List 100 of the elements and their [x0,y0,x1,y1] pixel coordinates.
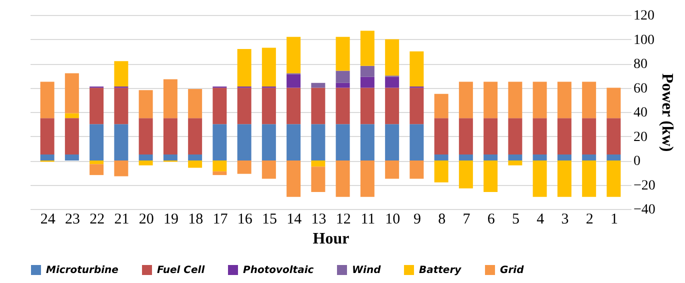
x-tick-label: 22 [90,212,105,228]
bar [336,88,350,124]
bar [237,160,252,174]
x-tick-label: 10 [385,212,400,228]
bar [262,88,276,124]
bar [532,154,547,160]
bar [385,88,400,124]
bar [64,154,79,160]
bar [163,79,178,118]
bar [188,118,202,154]
bar [385,124,400,160]
x-tick-label: 12 [336,212,351,228]
x-tick-label: 5 [512,212,520,228]
bar [90,160,104,164]
bar [262,124,276,160]
bar [188,160,202,168]
bar [286,74,301,88]
x-tick-label: 6 [487,212,496,228]
bar [336,124,350,160]
bar [508,154,522,160]
y-tick-label: 80 [634,57,648,72]
x-tick-label: 24 [40,212,56,228]
bar [410,88,424,124]
bar [532,118,547,154]
x-tick-label: 13 [311,212,326,228]
bar [434,154,448,160]
bar [385,39,400,76]
bar [410,160,424,179]
bar [410,51,424,87]
bar [385,76,400,88]
bar [163,154,178,160]
y-axis-title: Power (kw) [658,73,676,152]
x-tick-label: 19 [163,212,178,228]
y-tick-label: −20 [634,178,656,194]
bar [606,160,621,197]
bar [138,118,153,154]
bar [163,118,178,154]
y-tick-label: −40 [634,202,656,218]
bar [484,118,498,154]
bar [311,166,326,192]
bar [286,124,301,160]
bar [40,118,54,154]
bar [212,88,227,124]
bar [212,171,227,176]
bar [360,124,374,160]
bar [508,82,522,118]
bar [484,160,498,192]
bar [64,73,79,114]
bar [286,88,301,124]
x-tick-label: 16 [237,212,253,228]
x-tick-label: 2 [586,212,594,228]
bar [311,124,326,160]
y-tick-label: 120 [634,8,654,24]
bar [262,160,276,179]
bar [582,154,596,160]
bar [606,118,621,154]
bar [212,124,227,160]
bar [582,118,596,154]
x-tick-label: 11 [360,212,376,228]
x-tick-label: 8 [438,212,446,228]
bar [114,61,128,87]
x-tick-label: 1 [610,212,618,228]
bar [114,160,128,176]
bar [90,124,104,160]
bar [606,154,621,160]
bar [188,88,202,118]
x-tick-label: 23 [64,212,80,228]
bar [40,154,54,160]
legend-label: Photovoltaic [243,265,314,276]
bar [532,82,547,118]
bar [212,160,227,172]
bar [40,82,54,118]
bar [557,160,572,197]
bar [360,88,374,124]
x-tick-label: 15 [262,212,277,228]
bar [64,113,79,118]
bar [336,160,350,197]
bar [286,160,301,197]
bar [360,160,374,197]
bar [138,154,153,160]
bar [188,154,202,160]
x-tick-label: 9 [413,212,421,228]
bar [90,164,104,176]
bar [557,82,572,118]
bar [385,160,400,179]
x-tick-label: 4 [536,212,545,228]
legend-label: Fuel Cell [157,265,206,276]
bar [458,82,473,118]
bar [286,36,301,74]
bar [410,124,424,160]
bar [434,94,448,118]
bar [360,66,374,77]
bar [311,88,326,124]
bar [336,82,350,88]
bar [458,154,473,160]
bar [336,36,350,71]
bar [64,118,79,154]
bar [114,124,128,160]
x-tick-label: 17 [212,212,228,228]
bar [237,48,252,87]
